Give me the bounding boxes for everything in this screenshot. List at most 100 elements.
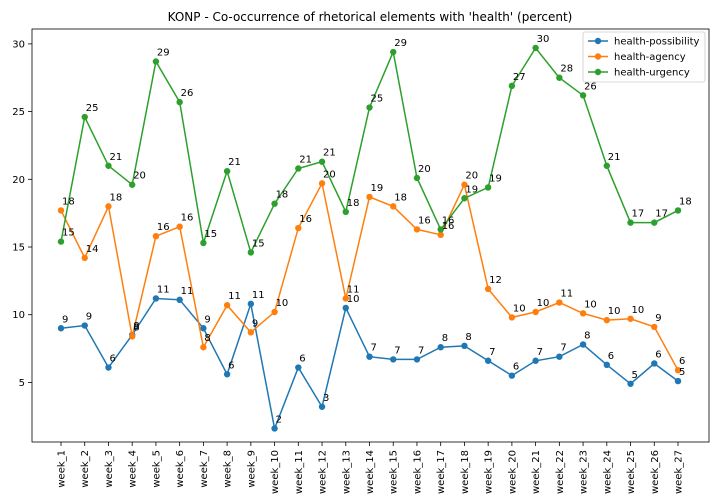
data-label-health-possibility: 11 — [157, 284, 170, 295]
data-point-health-possibility — [461, 342, 468, 350]
x-tick-label: week_8 — [223, 450, 234, 488]
legend-label-health-agency: health-agency — [614, 52, 686, 63]
x-tick-label: week_24 — [602, 450, 613, 494]
plot-area-frame — [31, 28, 710, 443]
x-axis: week_1 week_2 week_3 week_4 week_5 week_6 week… — [57, 442, 685, 494]
data-point-health-urgency — [81, 113, 88, 121]
data-point-health-possibility — [342, 304, 349, 312]
data-label-health-possibility: 2 — [276, 414, 282, 425]
data-label-health-possibility: 5 — [632, 370, 638, 381]
data-point-health-urgency — [579, 92, 587, 99]
data-label-health-possibility: 6 — [109, 354, 115, 365]
data-label-health-urgency: 19 — [465, 184, 478, 195]
data-label-health-possibility: 6 — [655, 349, 661, 360]
data-point-health-agency — [105, 203, 112, 210]
x-tick-label: week_6 — [175, 450, 186, 488]
data-point-health-possibility — [484, 357, 492, 364]
data-label-health-urgency: 18 — [276, 190, 289, 201]
data-label-health-possibility: 5 — [679, 367, 685, 378]
data-label-health-urgency: 17 — [655, 209, 668, 220]
data-label-health-urgency: 29 — [394, 38, 407, 49]
data-point-health-urgency — [651, 219, 658, 226]
legend-marker-health-urgency — [594, 68, 602, 76]
x-tick-label: week_10 — [270, 450, 281, 494]
data-point-health-agency — [627, 315, 634, 322]
x-tick-label: week_13 — [341, 450, 352, 494]
data-label-health-possibility: 7 — [371, 343, 377, 354]
data-point-health-possibility — [105, 364, 112, 371]
data-label-health-possibility: 6 — [513, 362, 519, 373]
data-point-health-possibility — [247, 300, 255, 308]
data-label-health-possibility: 8 — [584, 331, 590, 342]
data-label-health-agency: 11 — [560, 289, 573, 300]
data-point-health-urgency — [390, 48, 397, 56]
y-tick-label: 25 — [12, 107, 25, 118]
x-tick-label: week_3 — [104, 450, 115, 488]
data-point-health-possibility — [532, 357, 539, 364]
data-label-health-agency: 10 — [276, 298, 289, 309]
data-point-health-possibility — [556, 353, 563, 360]
data-point-health-urgency — [57, 238, 65, 245]
data-label-health-urgency: 21 — [299, 154, 312, 165]
data-point-health-agency — [318, 180, 326, 187]
data-point-health-agency — [57, 207, 65, 214]
data-point-health-agency — [342, 295, 349, 302]
x-tick-label: week_4 — [128, 450, 139, 488]
data-label-health-possibility: 9 — [86, 312, 92, 323]
y-tick-label: 30 — [12, 39, 25, 50]
data-label-health-urgency: 18 — [347, 198, 360, 209]
data-label-health-possibility: 3 — [323, 393, 329, 404]
x-tick-label: week_15 — [389, 450, 400, 494]
data-point-health-agency — [532, 308, 539, 316]
data-label-health-possibility: 9 — [62, 314, 68, 325]
data-point-health-urgency — [532, 44, 539, 52]
data-point-health-agency — [295, 224, 302, 232]
data-label-health-agency: 10 — [584, 299, 597, 310]
x-tick-label: week_18 — [460, 450, 471, 494]
data-label-health-agency: 10 — [537, 298, 550, 309]
x-tick-label: week_17 — [436, 450, 447, 494]
data-point-health-urgency — [627, 219, 634, 226]
data-point-health-urgency — [484, 184, 492, 191]
x-tick-label: week_27 — [674, 450, 685, 494]
data-point-health-possibility — [295, 364, 302, 371]
data-label-health-possibility: 10 — [347, 294, 360, 305]
legend-marker-health-agency — [594, 53, 602, 60]
data-label-health-possibility: 7 — [394, 345, 400, 356]
data-point-health-agency — [437, 231, 444, 239]
data-point-health-possibility — [437, 344, 444, 351]
data-label-health-possibility: 6 — [228, 360, 234, 371]
data-label-health-urgency: 16 — [442, 215, 455, 226]
data-point-health-agency — [247, 329, 255, 336]
data-point-health-urgency — [105, 162, 112, 169]
data-label-health-possibility: 8 — [465, 332, 471, 343]
x-tick-label: week_20 — [507, 450, 518, 494]
data-point-health-possibility — [57, 325, 65, 332]
data-label-health-agency: 16 — [181, 213, 194, 224]
series-layer — [57, 44, 682, 432]
data-point-health-agency — [603, 316, 611, 324]
data-point-health-possibility — [508, 372, 516, 379]
data-point-health-urgency — [223, 167, 231, 175]
data-label-health-possibility: 6 — [299, 354, 305, 365]
data-point-health-agency — [461, 181, 468, 188]
data-point-health-urgency — [128, 181, 136, 188]
data-point-health-agency — [674, 367, 682, 374]
data-point-health-possibility — [81, 322, 88, 329]
x-tick-label: week_7 — [199, 450, 210, 488]
x-tick-label: week_5 — [151, 450, 162, 488]
data-label-health-possibility: 7 — [418, 345, 424, 356]
data-point-health-possibility — [579, 341, 587, 348]
x-tick-label: week_1 — [57, 450, 68, 488]
data-point-health-possibility — [390, 356, 397, 363]
data-point-health-urgency — [437, 226, 444, 233]
data-point-health-urgency — [295, 165, 302, 172]
data-label-health-agency: 20 — [465, 171, 478, 182]
data-point-health-urgency — [318, 158, 326, 165]
data-label-health-urgency: 26 — [584, 81, 597, 92]
data-label-health-urgency: 30 — [537, 34, 550, 45]
data-label-health-urgency: 27 — [513, 72, 526, 83]
y-axis: 5 10 15 20 25 30 — [12, 39, 32, 389]
data-label-health-agency: 8 — [204, 333, 210, 344]
data-label-health-urgency: 21 — [228, 157, 241, 168]
